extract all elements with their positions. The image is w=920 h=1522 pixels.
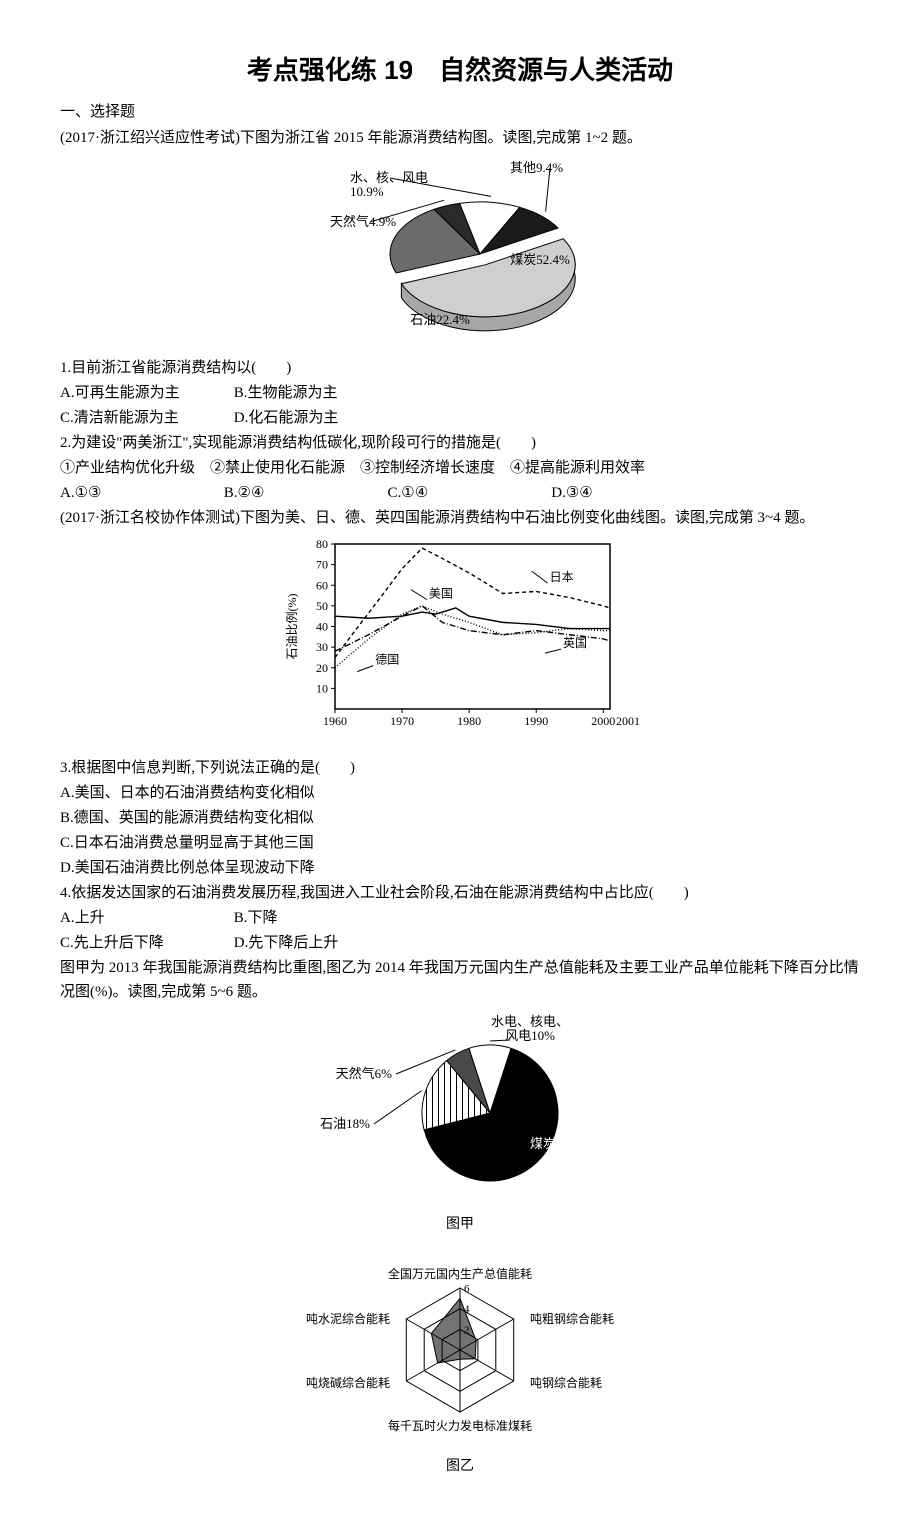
svg-text:美国: 美国 xyxy=(429,586,453,600)
svg-text:石油18%: 石油18% xyxy=(320,1116,370,1131)
figure-pie-china-2013: 煤炭66% 石油18% 天然气6% 水电、核电、风电10% 图甲 xyxy=(60,1008,860,1236)
svg-text:1960: 1960 xyxy=(323,714,347,728)
svg-text:6: 6 xyxy=(464,1283,470,1295)
svg-text:60: 60 xyxy=(316,578,328,592)
svg-text:20: 20 xyxy=(316,660,328,674)
question-3: 3.根据图中信息判断,下列说法正确的是( ) xyxy=(60,756,860,780)
svg-text:日本: 日本 xyxy=(550,570,574,584)
figure-pie-zhejiang: 煤炭52.4% 石油22.4% 天然气4.9% 水、核、风电10.9% 其他9.4% xyxy=(60,154,860,352)
svg-text:1990: 1990 xyxy=(524,714,548,728)
svg-text:10.9%: 10.9% xyxy=(350,184,384,199)
q2-opt-b: B.②④ xyxy=(224,481,384,505)
q1-opt-c: C.清洁新能源为主 xyxy=(60,406,230,430)
q3-opt-d: D.美国石油消费比例总体呈现波动下降 xyxy=(60,856,860,880)
q4-opt-d: D.先下降后上升 xyxy=(234,931,404,955)
q4-options-row2: C.先上升后下降 D.先下降后上升 xyxy=(60,931,860,955)
svg-text:风电10%: 风电10% xyxy=(505,1028,555,1043)
svg-text:全国万元国内生产总值能耗: 全国万元国内生产总值能耗 xyxy=(388,1266,532,1281)
svg-text:2000: 2000 xyxy=(591,714,615,728)
svg-text:吨水泥综合能耗: 吨水泥综合能耗 xyxy=(306,1311,390,1326)
svg-text:50: 50 xyxy=(316,598,328,612)
svg-text:30: 30 xyxy=(316,640,328,654)
section-heading: 一、选择题 xyxy=(60,100,860,124)
q1-opt-b: B.生物能源为主 xyxy=(234,381,404,405)
svg-text:40: 40 xyxy=(316,619,328,633)
q2-opt-a: A.①③ xyxy=(60,481,220,505)
q3-opt-c: C.日本石油消费总量明显高于其他三国 xyxy=(60,831,860,855)
intro-q1-2: (2017·浙江绍兴适应性考试)下图为浙江省 2015 年能源消费结构图。读图,… xyxy=(60,126,860,150)
svg-text:英国: 英国 xyxy=(563,636,587,650)
svg-text:水、核、风电: 水、核、风电 xyxy=(350,170,428,185)
q2-opt-d: D.③④ xyxy=(551,481,711,505)
intro-q3-4: (2017·浙江名校协作体测试)下图为美、日、德、英四国能源消费结构中石油比例变… xyxy=(60,506,860,530)
svg-text:吨粗钢综合能耗: 吨粗钢综合能耗 xyxy=(530,1311,614,1326)
figure-radar-energy: 246全国万元国内生产总值能耗吨粗钢综合能耗吨钢综合能耗每千瓦时火力发电标准煤耗… xyxy=(60,1240,860,1478)
svg-text:70: 70 xyxy=(316,557,328,571)
q4-opt-c: C.先上升后下降 xyxy=(60,931,230,955)
svg-text:80: 80 xyxy=(316,537,328,551)
svg-text:天然气4.9%: 天然气4.9% xyxy=(330,214,396,229)
page-title: 考点强化练 19 自然资源与人类活动 xyxy=(60,50,860,92)
svg-text:德国: 德国 xyxy=(375,651,399,666)
svg-text:水电、核电、: 水电、核电、 xyxy=(491,1014,569,1029)
svg-text:其他9.4%: 其他9.4% xyxy=(510,160,563,175)
q2-options: A.①③ B.②④ C.①④ D.③④ xyxy=(60,481,860,505)
svg-text:10: 10 xyxy=(316,681,328,695)
q1-options-row2: C.清洁新能源为主 D.化石能源为主 xyxy=(60,406,860,430)
q2-opt-c: C.①④ xyxy=(388,481,548,505)
svg-text:吨烧碱综合能耗: 吨烧碱综合能耗 xyxy=(306,1375,390,1390)
svg-text:煤炭66%: 煤炭66% xyxy=(530,1136,580,1151)
intro-q5-6: 图甲为 2013 年我国能源消费结构比重图,图乙为 2014 年我国万元国内生产… xyxy=(60,956,860,1004)
q3-opt-b: B.德国、英国的能源消费结构变化相似 xyxy=(60,806,860,830)
svg-text:1980: 1980 xyxy=(457,714,481,728)
svg-text:每千瓦时火力发电标准煤耗: 每千瓦时火力发电标准煤耗 xyxy=(388,1418,532,1433)
svg-text:1970: 1970 xyxy=(390,714,414,728)
figure-line-oil-ratio: 10 20 30 40 50 60 70 80 1960 1970 1980 1990 20002001… xyxy=(60,534,860,752)
q1-opt-d: D.化石能源为主 xyxy=(234,406,404,430)
svg-text:煤炭52.4%: 煤炭52.4% xyxy=(510,252,570,267)
q4-options: A.上升 B.下降 xyxy=(60,906,860,930)
q1-opt-a: A.可再生能源为主 xyxy=(60,381,230,405)
svg-text:2001: 2001 xyxy=(616,714,640,728)
q4-opt-b: B.下降 xyxy=(234,906,404,930)
svg-text:石油比例(%): 石油比例(%) xyxy=(285,593,299,659)
q4-opt-a: A.上升 xyxy=(60,906,230,930)
q2-statements: ①产业结构优化升级 ②禁止使用化石能源 ③控制经济增长速度 ④提高能源利用效率 xyxy=(60,456,860,480)
question-2: 2.为建设"两美浙江",实现能源消费结构低碳化,现阶段可行的措施是( ) xyxy=(60,431,860,455)
question-1: 1.目前浙江省能源消费结构以( ) xyxy=(60,356,860,380)
q1-options: A.可再生能源为主 B.生物能源为主 xyxy=(60,381,860,405)
q3-opt-a: A.美国、日本的石油消费结构变化相似 xyxy=(60,781,860,805)
radar-caption: 图乙 xyxy=(60,1456,860,1478)
svg-text:吨钢综合能耗: 吨钢综合能耗 xyxy=(530,1375,602,1390)
svg-text:石油22.4%: 石油22.4% xyxy=(410,312,470,327)
question-4: 4.依据发达国家的石油消费发展历程,我国进入工业社会阶段,石油在能源消费结构中占… xyxy=(60,881,860,905)
svg-text:天然气6%: 天然气6% xyxy=(336,1066,393,1081)
pie2-caption: 图甲 xyxy=(60,1214,860,1236)
